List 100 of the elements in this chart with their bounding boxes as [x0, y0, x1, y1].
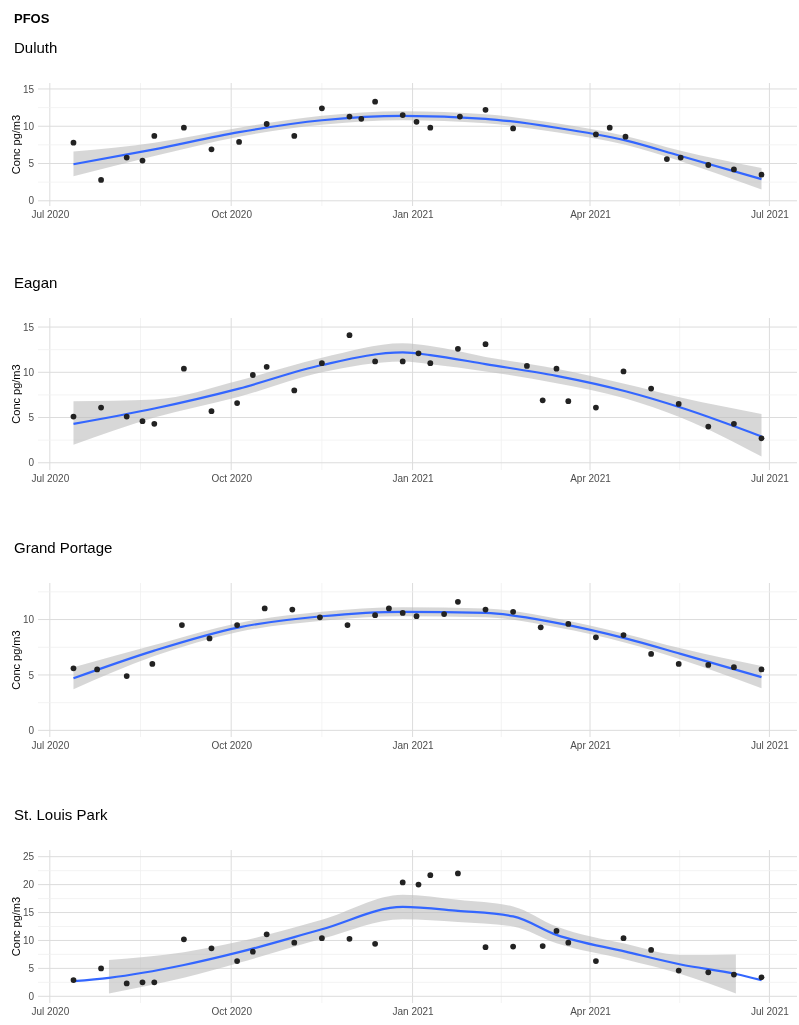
y-axis-title: Conc pg/m3	[10, 630, 22, 690]
x-tick-label: Jul 2020	[31, 473, 70, 485]
point	[372, 940, 378, 947]
point	[593, 131, 599, 138]
point	[565, 398, 572, 405]
y-tick-label: 10	[22, 366, 35, 378]
x-tick-label: Apr 2021	[570, 473, 612, 485]
point	[415, 350, 422, 357]
point	[399, 879, 406, 886]
point	[510, 125, 516, 132]
point	[123, 673, 130, 679]
point	[151, 133, 158, 139]
x-tick-label: Oct 2020	[211, 1006, 253, 1018]
x-tick-label: Apr 2021	[570, 1006, 612, 1018]
chart-title: PFOS	[14, 11, 50, 26]
point	[151, 420, 158, 427]
point	[319, 935, 325, 942]
point	[758, 666, 765, 673]
point	[139, 418, 146, 425]
point	[482, 606, 489, 613]
point	[675, 967, 682, 974]
point	[758, 974, 765, 981]
point	[139, 979, 146, 986]
y-tick-label: 5	[28, 963, 35, 975]
chart-subtitle: Eagan	[14, 274, 58, 291]
point	[399, 610, 406, 616]
point	[537, 624, 544, 631]
point	[758, 171, 765, 178]
point	[236, 139, 242, 145]
point	[758, 435, 765, 442]
point	[622, 133, 629, 140]
point	[553, 928, 560, 934]
point	[524, 363, 530, 369]
x-tick-label: Jul 2020	[31, 740, 70, 752]
point	[179, 622, 185, 628]
point	[208, 408, 215, 415]
point	[70, 139, 77, 146]
y-tick-label: 15	[22, 321, 35, 333]
point	[291, 133, 298, 139]
point	[413, 118, 420, 125]
point	[344, 622, 351, 628]
y-tick-label: 5	[28, 412, 35, 424]
point	[98, 404, 104, 411]
x-tick-label: Oct 2020	[211, 473, 253, 485]
point	[565, 621, 572, 627]
line-series	[72, 114, 763, 181]
y-tick-label: 25	[22, 851, 35, 863]
point	[123, 980, 130, 987]
point	[208, 945, 215, 952]
point	[553, 365, 560, 372]
point	[372, 98, 378, 105]
point	[705, 423, 712, 430]
point	[705, 969, 712, 976]
point	[539, 943, 546, 949]
point	[181, 936, 187, 943]
point	[455, 598, 461, 605]
point	[346, 113, 353, 120]
point	[263, 363, 270, 370]
point	[346, 935, 353, 942]
point	[731, 664, 737, 671]
x-tick-label: Jul 2021	[750, 209, 790, 221]
point	[149, 661, 156, 667]
point	[539, 397, 546, 404]
x-tick-label: Jan 2021	[392, 1006, 435, 1018]
point	[94, 666, 101, 673]
point	[372, 612, 378, 618]
point	[482, 341, 489, 348]
point	[565, 939, 572, 946]
point	[139, 157, 146, 164]
point	[648, 651, 654, 657]
point	[263, 931, 270, 938]
y-tick-label: 10	[22, 614, 35, 626]
y-tick-label: 15	[22, 83, 35, 95]
point	[98, 177, 104, 183]
point	[441, 611, 447, 617]
chart-subtitle: Duluth	[14, 39, 58, 56]
point	[455, 870, 461, 877]
point	[510, 608, 516, 615]
y-tick-label: 10	[22, 935, 35, 947]
y-tick-label: 20	[22, 879, 35, 891]
point	[705, 662, 712, 668]
y-tick-label: 5	[28, 669, 35, 681]
point	[234, 400, 240, 406]
point	[250, 948, 256, 955]
point	[455, 345, 461, 352]
y-tick-label: 10	[22, 120, 35, 132]
point	[648, 947, 654, 953]
y-tick-label: 5	[28, 158, 35, 170]
y-axis-title: Conc pg/m3	[10, 896, 22, 957]
point	[427, 872, 434, 878]
point	[606, 124, 613, 131]
point	[317, 614, 323, 621]
point	[675, 401, 682, 407]
point	[289, 606, 296, 613]
x-tick-label: Oct 2020	[211, 740, 253, 752]
point	[70, 665, 77, 672]
point	[731, 166, 737, 173]
x-tick-label: Jul 2020	[31, 209, 70, 221]
point	[620, 368, 627, 375]
x-tick-label: Apr 2021	[570, 740, 612, 752]
